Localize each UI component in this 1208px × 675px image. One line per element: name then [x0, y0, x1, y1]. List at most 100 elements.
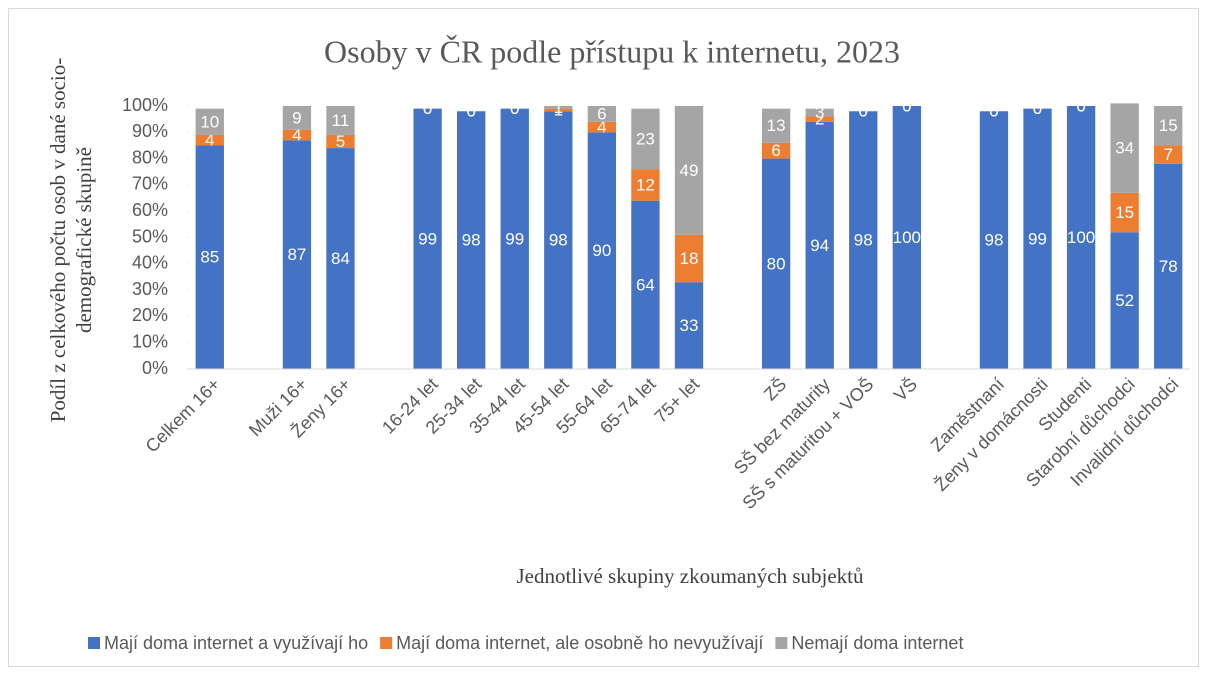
bar-segment: [1154, 145, 1183, 164]
data-label: 0: [1033, 99, 1042, 118]
data-label: 9: [292, 108, 301, 127]
bar-segment: [892, 106, 921, 369]
data-label: 0: [989, 102, 998, 121]
data-label: 33: [680, 316, 699, 335]
legend-swatch: [380, 637, 393, 649]
data-label: 80: [767, 254, 786, 273]
data-label: 87: [287, 245, 306, 264]
bar-segment: [674, 282, 704, 369]
bar-segment: [805, 116, 834, 122]
bar-segment: [1066, 106, 1096, 369]
data-label: 0: [466, 102, 475, 121]
legend-label: Mají doma internet, ale osobně ho nevyuž…: [396, 633, 763, 653]
bar-segment: [413, 108, 442, 369]
data-label: 98: [462, 231, 481, 250]
bar-segment: [326, 106, 355, 135]
bar-segment: [326, 148, 355, 369]
data-label: 0: [510, 99, 519, 118]
y-tick-label: 70%: [132, 174, 168, 194]
data-label: 13: [767, 116, 786, 135]
y-tick-label: 50%: [132, 226, 168, 246]
bar-segment: [282, 140, 312, 369]
bar-segment: [544, 108, 573, 112]
bar-segment: [544, 111, 573, 369]
bar-segment: [631, 169, 660, 201]
bar-segment: [761, 158, 791, 369]
data-label: 5: [336, 132, 345, 151]
data-label: 1: [554, 98, 563, 117]
data-label: 0: [1076, 96, 1085, 115]
data-label: 100: [1067, 228, 1095, 247]
data-label: 100: [893, 228, 921, 247]
data-label: 1: [554, 100, 563, 119]
bar-segment: [674, 234, 704, 283]
x-axis-title: Jednotlivé skupiny zkoumaných subjektů: [516, 564, 864, 588]
bar-segment: [674, 106, 704, 235]
data-label: 7: [1163, 145, 1172, 164]
data-label: 49: [680, 161, 699, 180]
bar-segment: [1154, 163, 1183, 369]
data-label: 99: [418, 229, 437, 248]
y-tick-label: 10%: [132, 331, 168, 351]
bar-segment: [195, 134, 224, 146]
data-label: 15: [1159, 116, 1178, 135]
data-label: 0: [859, 102, 868, 121]
bar-segment: [195, 145, 224, 369]
bar-segment: [849, 111, 878, 369]
data-label: 85: [200, 248, 219, 267]
y-tick-label: 80%: [132, 147, 168, 167]
data-label: 18: [680, 249, 699, 268]
bar-segment: [805, 108, 834, 117]
bar-segment: [1110, 192, 1139, 233]
bar-segment: [631, 200, 660, 369]
data-label: 94: [810, 236, 829, 255]
data-label: 4: [205, 131, 214, 150]
data-label: 34: [1115, 139, 1134, 158]
chart-title: Osoby v ČR podle přístupu k internetu, 2…: [324, 33, 900, 69]
bar-segment: [761, 142, 791, 159]
data-label: 12: [636, 175, 655, 194]
bar-segment: [457, 111, 486, 369]
data-label: 0: [1033, 99, 1042, 118]
data-label: 2: [815, 110, 824, 129]
data-label: 98: [549, 231, 568, 250]
bar-segment: [195, 108, 224, 135]
bar-segment: [587, 132, 617, 369]
bar-segment: [1110, 103, 1139, 193]
data-label: 84: [331, 249, 350, 268]
legend-label: Nemají doma internet: [791, 633, 963, 653]
data-label: 98: [984, 231, 1003, 250]
data-label: 0: [859, 102, 868, 121]
bar-segment: [1023, 108, 1052, 369]
legend-label: Mají doma internet a využívají ho: [104, 633, 368, 653]
data-label: 99: [1028, 229, 1047, 248]
data-label: 0: [1076, 96, 1085, 115]
y-tick-label: 20%: [132, 305, 168, 325]
bar-segment: [631, 108, 660, 170]
data-label: 4: [597, 118, 606, 137]
data-label: 6: [597, 104, 606, 123]
bar-segment: [1154, 106, 1183, 146]
data-label: 90: [592, 241, 611, 260]
data-label: 0: [466, 102, 475, 121]
y-axis-title: Podíl z celkového počtu osob v dané soci…: [46, 58, 96, 423]
bar-segment: [587, 106, 617, 122]
data-label: 10: [200, 112, 219, 131]
data-label: 98: [854, 231, 873, 250]
bar-segment: [500, 108, 529, 369]
y-tick-label: 60%: [132, 200, 168, 220]
y-tick-label: 30%: [132, 279, 168, 299]
legend-swatch: [775, 637, 788, 649]
data-label: 52: [1115, 291, 1134, 310]
data-label: 0: [423, 99, 432, 118]
data-label: 99: [505, 229, 524, 248]
y-tick-label: 40%: [132, 253, 168, 273]
data-label: 0: [423, 99, 432, 118]
y-tick-label: 100%: [122, 95, 168, 115]
bar-segment: [1110, 232, 1139, 369]
data-label: 0: [989, 102, 998, 121]
y-tick-label: 90%: [132, 121, 168, 141]
y-axis-title-line: demografické skupině: [72, 147, 96, 333]
bar-segment: [326, 134, 355, 149]
